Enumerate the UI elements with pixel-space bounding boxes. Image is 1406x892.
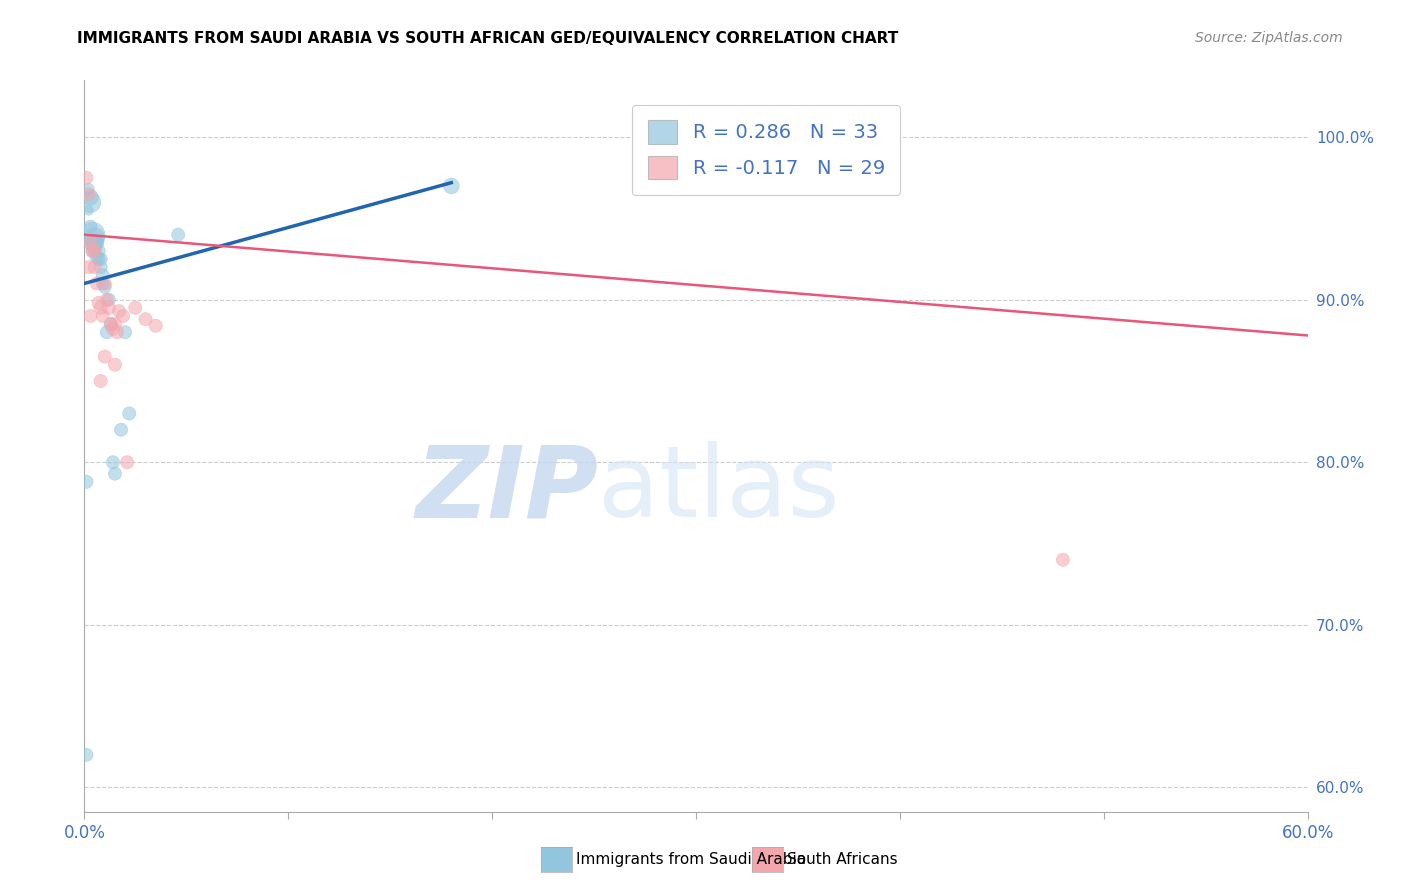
Point — [440, 178, 463, 193]
Point — [112, 309, 135, 323]
Point — [93, 350, 115, 364]
Point — [104, 467, 127, 481]
Text: IMMIGRANTS FROM SAUDI ARABIA VS SOUTH AFRICAN GED/EQUIVALENCY CORRELATION CHART: IMMIGRANTS FROM SAUDI ARABIA VS SOUTH AF… — [77, 31, 898, 46]
Point — [75, 170, 97, 185]
Point — [135, 312, 157, 326]
Point — [77, 187, 100, 202]
Point — [75, 475, 97, 489]
Point — [86, 251, 108, 265]
Point — [118, 407, 141, 421]
Point — [79, 235, 101, 250]
Point — [101, 322, 124, 336]
Point — [100, 317, 122, 331]
Point — [108, 304, 131, 318]
Point — [96, 293, 118, 307]
Point — [87, 296, 110, 310]
Point — [82, 235, 104, 250]
Legend: R = 0.286   N = 33, R = -0.117   N = 29: R = 0.286 N = 33, R = -0.117 N = 29 — [633, 104, 900, 194]
Point — [79, 195, 101, 210]
Text: Immigrants from Saudi Arabia: Immigrants from Saudi Arabia — [576, 853, 807, 867]
Point — [110, 423, 132, 437]
Point — [104, 317, 127, 331]
Point — [79, 190, 101, 204]
Point — [86, 277, 108, 291]
Point — [86, 235, 108, 250]
Point — [167, 227, 190, 242]
Point — [105, 325, 128, 339]
Point — [90, 374, 112, 388]
Point — [77, 182, 100, 196]
Point — [97, 293, 120, 307]
Point — [90, 301, 112, 315]
Point — [97, 301, 120, 315]
Point — [104, 358, 127, 372]
Point — [90, 252, 112, 266]
Point — [86, 235, 108, 250]
Point — [91, 268, 114, 283]
Point — [79, 219, 101, 234]
Point — [124, 301, 146, 315]
Text: ZIP: ZIP — [415, 442, 598, 539]
Point — [83, 244, 105, 258]
Point — [91, 277, 114, 291]
Text: atlas: atlas — [598, 442, 839, 539]
Point — [79, 309, 101, 323]
Point — [101, 455, 124, 469]
Text: Source: ZipAtlas.com: Source: ZipAtlas.com — [1195, 31, 1343, 45]
Point — [145, 318, 167, 333]
Point — [83, 231, 105, 245]
Point — [1052, 553, 1074, 567]
Point — [93, 277, 115, 291]
Point — [91, 309, 114, 323]
Point — [115, 455, 138, 469]
Text: South Africans: South Africans — [787, 853, 898, 867]
Point — [75, 747, 97, 762]
Point — [100, 317, 122, 331]
Point — [90, 260, 112, 275]
Point — [77, 203, 100, 218]
Point — [83, 241, 105, 255]
Point — [82, 244, 104, 258]
Point — [77, 260, 100, 275]
Point — [93, 279, 115, 293]
Point — [83, 234, 105, 248]
Point — [82, 244, 104, 258]
Point — [96, 325, 118, 339]
Point — [114, 325, 136, 339]
Point — [82, 227, 104, 242]
Point — [87, 252, 110, 266]
Point — [87, 244, 110, 258]
Point — [83, 260, 105, 275]
